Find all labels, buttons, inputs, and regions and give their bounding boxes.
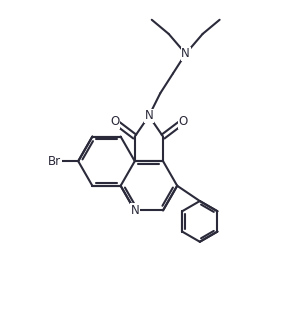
Text: N: N [145, 110, 153, 122]
Text: O: O [178, 115, 188, 128]
Text: O: O [110, 115, 119, 128]
Text: N: N [130, 204, 139, 217]
Text: N: N [181, 47, 190, 60]
Text: Br: Br [48, 155, 61, 168]
